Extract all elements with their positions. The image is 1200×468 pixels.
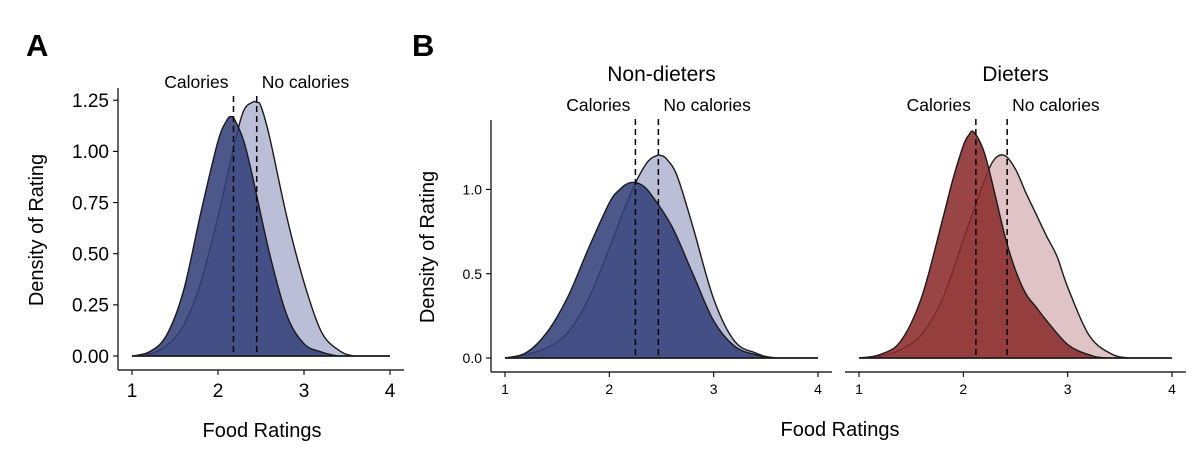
x-tick-label: 4 [385, 381, 396, 402]
x-tick-label: 4 [814, 381, 822, 397]
density-chart-dieters: Calories No calories Dieters 1 2 3 4 [845, 63, 1186, 397]
y-tick-label: 1.0 [463, 181, 483, 197]
y-tick-label: 0.00 [72, 347, 109, 368]
x-tick-label: 3 [299, 381, 310, 402]
annotation-calories: Calories [164, 72, 228, 92]
shared-x-axis-title: Food Ratings [781, 419, 900, 441]
density-chart-non-dieters: Calories No calories Non-dieters 1 2 3 4 0.0 0.5… [417, 63, 832, 397]
facet-title: Non-dieters [607, 63, 716, 86]
density-area-calories [504, 181, 818, 359]
x-tick-label: 3 [710, 381, 718, 397]
y-tick-label: 1.25 [72, 91, 109, 112]
y-tick-label: 0.5 [463, 266, 483, 282]
density-area-calories [131, 115, 390, 357]
x-tick-label: 1 [855, 381, 863, 397]
y-tick-label: 0.0 [463, 350, 483, 366]
annotation-calories: Calories [907, 95, 971, 115]
panel-label-a: A [26, 28, 48, 63]
y-tick-label: 1.00 [72, 142, 109, 163]
x-axis-title: Food Ratings [203, 420, 322, 442]
y-axis-title: Density of Rating [26, 154, 48, 306]
density-chart-panel-a: Calories No calories 1 2 3 4 0.00 0.25 0.50 0.75 1… [26, 72, 404, 442]
density-area-calories [858, 130, 1172, 359]
x-tick-label: 2 [605, 381, 613, 397]
annotation-no-calories: No calories [1012, 95, 1100, 115]
x-tick-label: 2 [213, 381, 224, 402]
y-tick-label: 0.50 [72, 245, 109, 266]
y-tick-label: 0.25 [72, 296, 109, 317]
y-axis-title: Density of Rating [417, 171, 439, 323]
panel-label-b: B [412, 28, 434, 63]
x-tick-label: 2 [959, 381, 967, 397]
annotation-calories: Calories [566, 95, 630, 115]
annotation-no-calories: No calories [262, 72, 350, 92]
x-tick-label: 4 [1168, 381, 1176, 397]
x-tick-label: 1 [501, 381, 509, 397]
x-tick-label: 3 [1064, 381, 1072, 397]
x-tick-label: 1 [127, 381, 138, 402]
facet-title: Dieters [982, 63, 1049, 86]
y-tick-label: 0.75 [72, 193, 109, 214]
annotation-no-calories: No calories [663, 95, 751, 115]
